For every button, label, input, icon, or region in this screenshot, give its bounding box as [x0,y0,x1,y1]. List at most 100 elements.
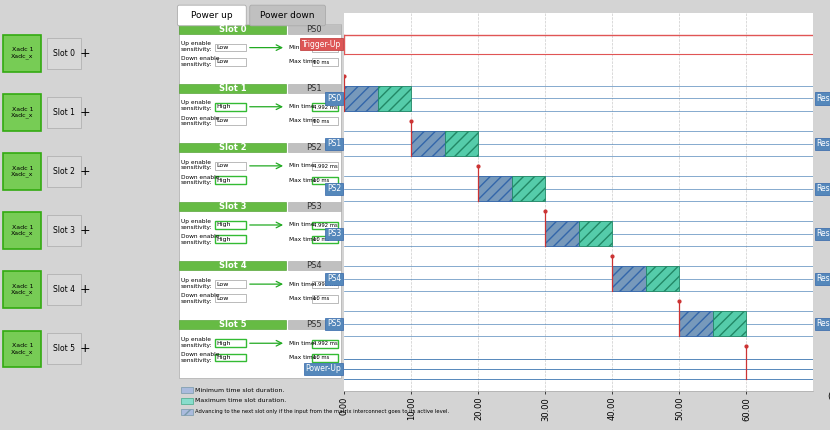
Bar [179,25,286,34]
Text: Max time:: Max time: [290,118,319,123]
Text: High: High [217,178,231,183]
Text: Low: Low [217,282,229,287]
Text: +: + [80,165,90,178]
Text: PS2: PS2 [306,143,322,152]
Bar [288,261,341,270]
Text: Res0: Res0 [817,94,830,103]
Text: Max time:: Max time: [290,59,319,64]
Text: Down enable
sensitivity:: Down enable sensitivity: [181,175,219,185]
Text: Maximum time slot duration.: Maximum time slot duration. [194,398,286,403]
Text: Slot 5: Slot 5 [53,344,75,353]
Text: High: High [217,237,231,242]
Bar [215,58,247,66]
Text: Up enable
sensitivity:: Up enable sensitivity: [181,101,212,111]
Text: 10 ms: 10 ms [313,296,330,301]
Text: PS2: PS2 [327,184,341,193]
Text: PS3: PS3 [306,202,322,211]
Text: Down enable
sensitivity:: Down enable sensitivity: [181,293,219,304]
Text: +: + [80,106,90,119]
Text: 10 ms: 10 ms [313,355,330,360]
Text: Res4: Res4 [817,274,830,283]
FancyBboxPatch shape [250,5,325,26]
Bar [312,354,338,362]
Bar [312,221,338,229]
Text: Up enable
sensitivity:: Up enable sensitivity: [181,160,212,170]
Text: 10 ms: 10 ms [313,178,330,183]
Bar [312,236,338,243]
Bar [312,295,338,303]
Bar [215,117,247,125]
Bar [46,97,81,128]
Text: Min time:: Min time: [290,45,317,50]
Bar [179,83,286,93]
Bar [312,44,338,52]
Bar [579,221,613,246]
Text: Power down: Power down [261,11,315,20]
Bar [478,176,512,201]
Bar [344,86,378,111]
Bar [3,212,42,249]
Bar [3,331,42,367]
Text: +: + [80,224,90,237]
Text: Slot 2: Slot 2 [218,143,247,152]
Text: High: High [217,355,231,360]
Bar [46,215,81,246]
Bar [312,281,338,289]
Text: High: High [217,341,231,346]
Bar [445,131,478,156]
Text: Res3: Res3 [817,229,830,238]
Text: (ms): (ms) [827,392,830,401]
Text: Slot 4: Slot 4 [218,261,247,270]
Text: Slot 3: Slot 3 [219,202,247,211]
Bar [215,103,247,111]
Bar [512,176,545,201]
Text: 4.992 ms: 4.992 ms [313,104,338,110]
Text: Low: Low [217,118,229,123]
Text: Power up: Power up [191,11,232,20]
Bar [713,311,746,336]
Text: Slot 3: Slot 3 [53,226,75,235]
Text: 10 ms: 10 ms [313,237,330,242]
Text: Slot 1: Slot 1 [53,108,75,117]
Text: Max time:: Max time: [290,296,319,301]
Bar [312,177,338,184]
Text: Slot 0: Slot 0 [53,49,75,58]
Bar [288,83,341,93]
Text: PS5: PS5 [327,319,341,328]
Bar [179,202,286,211]
Text: Res2: Res2 [817,184,830,193]
Text: Up enable
sensitivity:: Up enable sensitivity: [181,337,212,348]
Bar [215,44,247,52]
Text: Low: Low [217,59,229,64]
Text: Min time:: Min time: [290,104,317,109]
Text: Minimum time slot duration.: Minimum time slot duration. [194,387,284,393]
Text: Low: Low [217,45,229,50]
Bar [680,311,713,336]
Text: Min time:: Min time: [290,222,317,227]
Text: PS1: PS1 [306,84,322,93]
Bar [181,387,193,393]
Bar [3,153,42,190]
Text: 4.992 ms: 4.992 ms [313,223,338,228]
Bar [181,398,193,404]
Text: Advancing to the next slot only if the input from the matrix interconnect goes t: Advancing to the next slot only if the i… [194,409,449,414]
Text: Max time:: Max time: [290,237,319,242]
Text: Power-Up: Power-Up [305,364,341,373]
Text: Slot 2: Slot 2 [53,167,75,176]
Bar [312,163,338,170]
Bar [288,320,341,329]
Text: Slot 5: Slot 5 [218,320,247,329]
Bar [312,340,338,347]
Text: Min time:: Min time: [290,163,317,169]
Text: 10 ms: 10 ms [313,60,330,65]
Text: Res1: Res1 [817,139,830,148]
Bar [312,103,338,111]
Text: Slot 1: Slot 1 [218,84,247,93]
Bar [646,266,680,291]
Text: Xadc 1
Xadc_x: Xadc 1 Xadc_x [11,225,34,237]
Bar [215,162,247,170]
Text: Slot 4: Slot 4 [53,285,75,294]
Text: +: + [80,283,90,296]
Bar [312,117,338,125]
Bar [46,334,81,364]
